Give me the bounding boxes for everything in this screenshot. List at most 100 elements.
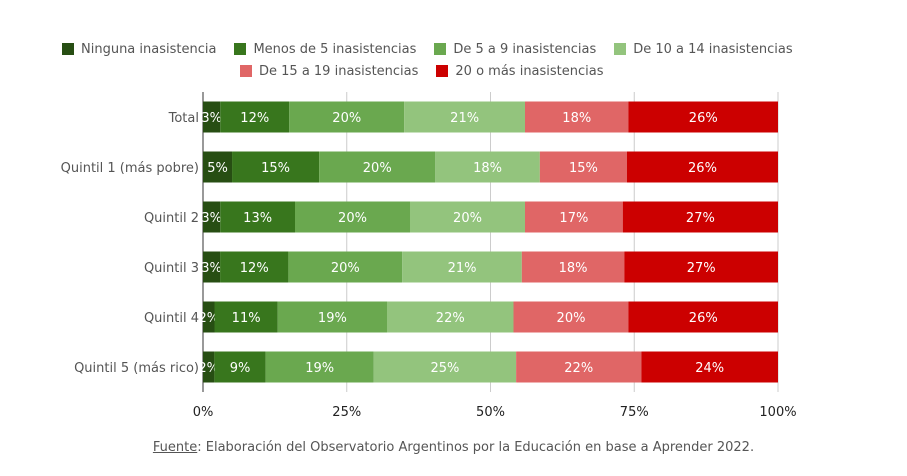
data-label: 15%	[569, 161, 598, 176]
x-tick-label: 50%	[476, 405, 505, 420]
data-label: 12%	[240, 111, 269, 126]
bar-segment	[214, 301, 278, 333]
bar-segment	[373, 351, 517, 383]
bar-segment	[203, 101, 221, 133]
legend-row-1: Ninguna inasistencia Menos de 5 inasiste…	[62, 38, 822, 60]
legend-label: 20 o más inasistencias	[455, 63, 604, 79]
bar-segment	[289, 101, 405, 133]
legend-label: De 5 a 9 inasistencias	[453, 41, 597, 57]
x-tick-label: 0%	[193, 405, 214, 420]
legend-item: 20 o más inasistencias	[436, 63, 604, 79]
legend-item: Ninguna inasistencia	[62, 42, 216, 57]
data-label: 22%	[436, 311, 465, 326]
source-note: Fuente: Elaboración del Observatorio Arg…	[0, 440, 907, 455]
data-label: 18%	[559, 261, 588, 276]
bar-segment	[516, 351, 642, 383]
data-label: 26%	[689, 311, 718, 326]
data-label: 22%	[564, 361, 593, 376]
bar-segment	[203, 201, 221, 233]
bar-segment	[404, 101, 525, 133]
bar-segment	[288, 251, 403, 283]
source-text: : Elaboración del Observatorio Argentino…	[197, 440, 755, 455]
data-label: 2%	[198, 361, 219, 376]
bar-segment	[626, 151, 778, 183]
data-label: 18%	[562, 111, 591, 126]
legend-swatch	[614, 43, 627, 55]
legend-swatch	[434, 43, 447, 55]
bar-segment	[525, 201, 623, 233]
legend-label: Ninguna inasistencia	[81, 41, 217, 57]
legend-row-2: De 15 a 19 inasistencias 20 o más inasis…	[62, 60, 822, 82]
data-label: 19%	[305, 361, 334, 376]
data-label: 27%	[687, 261, 716, 276]
data-label: 3%	[201, 261, 222, 276]
bar-segment	[628, 301, 778, 333]
bar-segment	[203, 301, 215, 333]
data-label: 20%	[453, 211, 482, 226]
category-label: Quintil 4	[144, 311, 199, 326]
bar-segment	[220, 101, 290, 133]
data-label: 13%	[243, 211, 272, 226]
data-label: 5%	[207, 161, 228, 176]
x-tick-label: 100%	[759, 405, 796, 420]
data-label: 20%	[332, 111, 361, 126]
category-label: Quintil 3	[144, 261, 199, 276]
bar-segment	[220, 201, 295, 233]
bar-segment	[203, 251, 221, 283]
data-label: 21%	[450, 111, 479, 126]
bar-segment	[521, 251, 625, 283]
source-label: Fuente	[152, 440, 198, 455]
bar-segment	[232, 151, 320, 183]
bar-segment	[628, 101, 778, 133]
legend-swatch	[62, 43, 74, 55]
bar-segment	[214, 351, 266, 383]
data-label: 26%	[689, 111, 718, 126]
x-tick-label: 25%	[332, 405, 361, 420]
legend-item: De 10 a 14 inasistencias	[614, 41, 793, 57]
data-label: 20%	[363, 161, 392, 176]
data-label: 20%	[557, 311, 586, 326]
bar-segment	[203, 151, 233, 183]
data-label: 17%	[559, 211, 588, 226]
bar-segment	[387, 301, 514, 333]
data-label: 12%	[240, 261, 269, 276]
x-tick-label: 75%	[620, 405, 649, 420]
category-label: Quintil 1 (más pobre)	[61, 161, 199, 176]
data-label: 24%	[695, 361, 724, 376]
legend-label: De 10 a 14 inasistencias	[633, 41, 793, 57]
data-label: 15%	[261, 161, 290, 176]
data-label: 20%	[331, 261, 360, 276]
data-label: 20%	[338, 211, 367, 226]
category-label: Quintil 5 (más rico)	[74, 361, 199, 376]
bar-segment	[220, 251, 289, 283]
bar-segment	[513, 301, 629, 333]
data-label: 25%	[431, 361, 460, 376]
bar-segment	[539, 151, 627, 183]
legend: Ninguna inasistencia Menos de 5 inasiste…	[62, 38, 822, 82]
data-label: 3%	[201, 111, 222, 126]
legend-swatch	[240, 65, 252, 77]
data-label: 9%	[230, 361, 251, 376]
legend-item: De 5 a 9 inasistencias	[434, 42, 596, 57]
bar-segment	[295, 201, 410, 233]
bar-segment	[319, 151, 436, 183]
bar-segment	[203, 351, 215, 383]
data-label: 26%	[688, 161, 717, 176]
legend-label: De 15 a 19 inasistencias	[259, 63, 419, 79]
bar-segment	[402, 251, 522, 283]
bar-segment	[265, 351, 374, 383]
bar-segment	[624, 251, 778, 283]
bar-segment	[622, 201, 778, 233]
category-label: Quintil 2	[144, 211, 199, 226]
legend-swatch	[234, 43, 247, 55]
data-label: 2%	[198, 311, 219, 326]
category-label: Total	[168, 111, 199, 126]
data-label: 11%	[232, 311, 261, 326]
legend-label: Menos de 5 inasistencias	[253, 41, 417, 57]
data-label: 19%	[318, 311, 347, 326]
bar-segment	[435, 151, 540, 183]
bar-segment	[410, 201, 525, 233]
data-label: 27%	[686, 211, 715, 226]
